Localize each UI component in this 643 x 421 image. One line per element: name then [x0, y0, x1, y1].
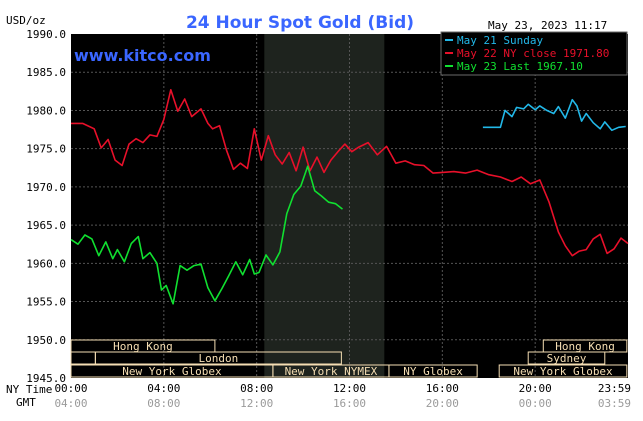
gmt-tick-label: 20:00: [426, 397, 459, 410]
session-label: Hong Kong: [113, 340, 173, 353]
legend-label: May 22 NY close 1971.80: [457, 47, 609, 60]
x-tick-label: 12:00: [333, 382, 366, 395]
session-box: [388, 364, 478, 378]
y-tick-label: 1965.0: [26, 219, 66, 232]
legend-label: May 21 Sunday: [457, 34, 543, 47]
gmt-tick-label: 16:00: [333, 397, 366, 410]
series-line-may-23-last-1967-10: [70, 165, 343, 305]
y-tick-label: 1945.0: [26, 372, 66, 385]
gmt-tick-label: 12:00: [240, 397, 273, 410]
y-tick-label: 1980.0: [26, 104, 66, 117]
y-tick-label: 1985.0: [26, 66, 66, 79]
ny-time-axis-label: NY Time: [6, 383, 52, 396]
session-label: NY Globex: [403, 365, 463, 378]
session-label: New York Globex: [513, 365, 613, 378]
gmt-tick-label: 03:59: [598, 397, 631, 410]
session-label: Sydney: [547, 352, 587, 365]
series-layer: [70, 89, 629, 305]
y-axis: 1945.0 1950.0 1955.0 1960.0 1965.0 1970.0 1975…: [26, 28, 66, 385]
y-axis-unit-label: USD/oz: [6, 14, 46, 27]
session-box: [94, 351, 342, 365]
legend-box: [440, 31, 628, 76]
x-axis: 00:00 04:00 04:00 08:00 08:00 12:00 12:00 16:00…: [54, 382, 631, 410]
y-tick-label: 1950.0: [26, 334, 66, 347]
y-tick-label: 1955.0: [26, 296, 66, 309]
x-tick-label: 04:00: [147, 382, 180, 395]
session-label: Hong Kong: [555, 340, 615, 353]
chart-timestamp: May 23, 2023 11:17: [488, 19, 607, 32]
watermark-text: www.kitco.com: [74, 46, 211, 65]
gmt-axis-label: GMT: [16, 396, 36, 409]
session-label: New York Globex: [122, 365, 222, 378]
y-tick-label: 1975.0: [26, 143, 66, 156]
session-label: London: [198, 352, 238, 365]
session-label: New York NYMEX: [285, 365, 378, 378]
y-tick-label: 1970.0: [26, 181, 66, 194]
x-tick-label: 16:00: [426, 382, 459, 395]
gmt-tick-label: 08:00: [147, 397, 180, 410]
x-tick-label: 20:00: [519, 382, 552, 395]
x-tick-label: 08:00: [240, 382, 273, 395]
session-box: [527, 351, 606, 365]
gmt-tick-label: 04:00: [54, 397, 87, 410]
x-tick-label: 23:59: [598, 382, 631, 395]
y-tick-label: 1960.0: [26, 257, 66, 270]
session-box: [498, 364, 628, 378]
gmt-tick-label: 00:00: [519, 397, 552, 410]
series-line-may-22-ny-close-1971-80: [71, 89, 629, 257]
legend-label: May 23 Last 1967.10: [457, 60, 583, 73]
series-line-may-21-sunday: [482, 98, 626, 132]
x-tick-label: 00:00: [54, 382, 87, 395]
chart-title: 24 Hour Spot Gold (Bid): [186, 13, 414, 33]
y-tick-label: 1990.0: [26, 28, 66, 41]
nymex-session-shading: [264, 34, 385, 378]
